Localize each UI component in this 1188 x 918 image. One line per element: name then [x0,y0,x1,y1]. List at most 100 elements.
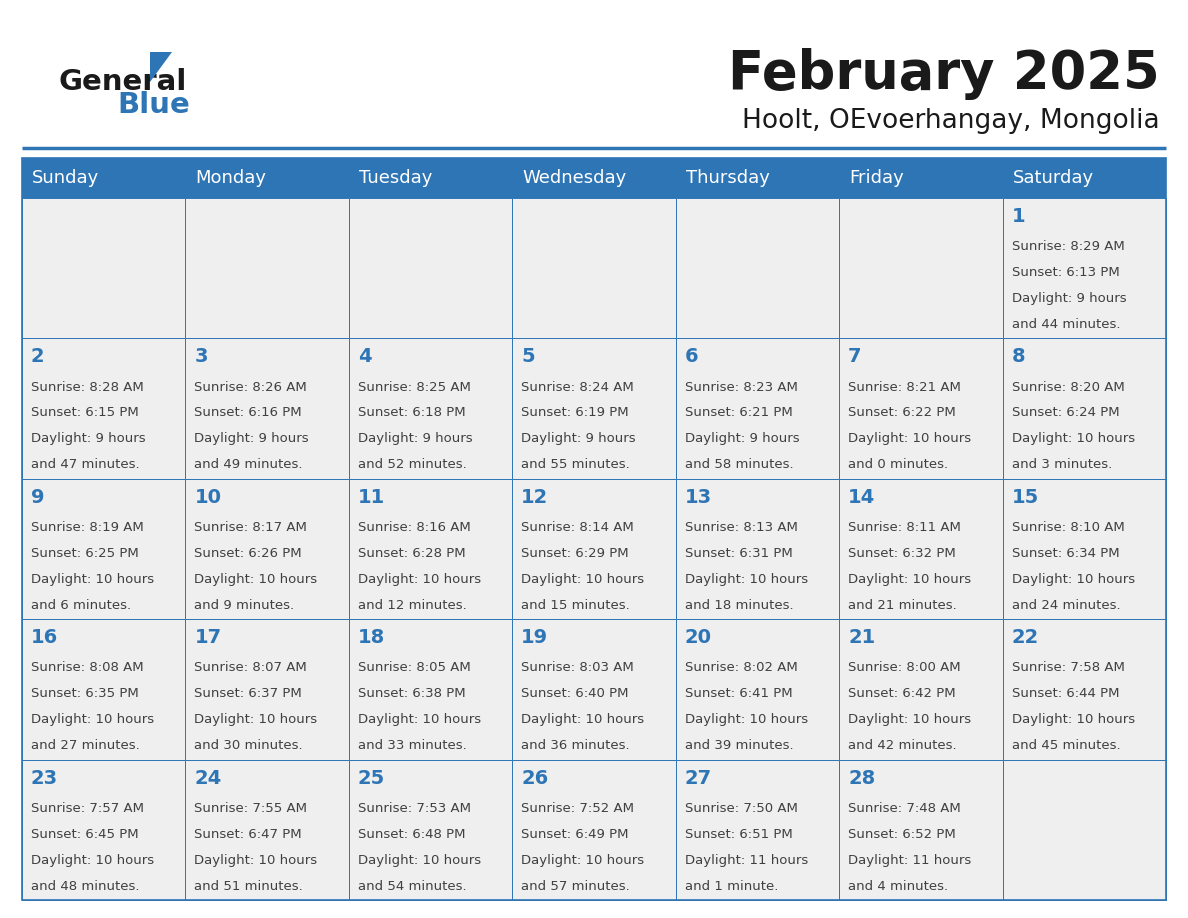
Text: Sunrise: 8:05 AM: Sunrise: 8:05 AM [358,661,470,675]
Text: 5: 5 [522,347,535,366]
Text: and 36 minutes.: and 36 minutes. [522,739,630,752]
Text: 25: 25 [358,768,385,788]
Text: and 27 minutes.: and 27 minutes. [31,739,140,752]
Text: Sunset: 6:34 PM: Sunset: 6:34 PM [1011,547,1119,560]
Text: Wednesday: Wednesday [523,169,626,187]
Text: 19: 19 [522,628,549,647]
Text: Daylight: 10 hours: Daylight: 10 hours [522,713,644,726]
Text: and 47 minutes.: and 47 minutes. [31,458,140,472]
Text: 24: 24 [195,768,222,788]
Text: Sunrise: 8:20 AM: Sunrise: 8:20 AM [1011,381,1124,394]
Text: Sunset: 6:22 PM: Sunset: 6:22 PM [848,407,956,420]
Bar [23,158,1165,900]
Text: General: General [58,68,187,96]
Text: and 9 minutes.: and 9 minutes. [195,599,295,611]
Text: Sunrise: 8:21 AM: Sunrise: 8:21 AM [848,381,961,394]
Text: Sunset: 6:45 PM: Sunset: 6:45 PM [31,828,139,841]
Text: Daylight: 10 hours: Daylight: 10 hours [1011,573,1135,586]
Bar [1003,339,1165,479]
Text: and 45 minutes.: and 45 minutes. [1011,739,1120,752]
Text: Sunrise: 8:23 AM: Sunrise: 8:23 AM [684,381,797,394]
Text: 2: 2 [31,347,45,366]
Bar [839,759,1003,900]
Text: February 2025: February 2025 [728,48,1159,100]
Text: Daylight: 9 hours: Daylight: 9 hours [358,432,473,445]
Text: and 39 minutes.: and 39 minutes. [684,739,794,752]
Text: 22: 22 [1011,628,1038,647]
Bar [23,759,185,900]
Bar [185,479,349,620]
Text: Daylight: 10 hours: Daylight: 10 hours [31,713,154,726]
Text: Hoolt, OEvoerhangay, Mongolia: Hoolt, OEvoerhangay, Mongolia [742,108,1159,134]
Text: Daylight: 11 hours: Daylight: 11 hours [684,854,808,867]
Text: Sunset: 6:25 PM: Sunset: 6:25 PM [31,547,139,560]
Text: Sunset: 6:40 PM: Sunset: 6:40 PM [522,688,628,700]
Text: and 1 minute.: and 1 minute. [684,879,778,892]
Bar [185,620,349,759]
Text: Daylight: 9 hours: Daylight: 9 hours [31,432,146,445]
Text: 10: 10 [195,487,221,507]
Text: Sunset: 6:49 PM: Sunset: 6:49 PM [522,828,628,841]
Text: 8: 8 [1011,347,1025,366]
Text: 7: 7 [848,347,861,366]
Text: 15: 15 [1011,487,1038,507]
Text: 18: 18 [358,628,385,647]
Text: Daylight: 10 hours: Daylight: 10 hours [848,573,972,586]
Text: 14: 14 [848,487,876,507]
Text: Sunset: 6:51 PM: Sunset: 6:51 PM [684,828,792,841]
Text: Sunset: 6:13 PM: Sunset: 6:13 PM [1011,266,1119,279]
Bar [23,198,185,339]
Text: Sunset: 6:28 PM: Sunset: 6:28 PM [358,547,466,560]
Text: and 42 minutes.: and 42 minutes. [848,739,956,752]
Text: Sunset: 6:31 PM: Sunset: 6:31 PM [684,547,792,560]
Bar [349,479,512,620]
Text: Sunrise: 7:52 AM: Sunrise: 7:52 AM [522,801,634,814]
Bar [676,339,839,479]
Bar [349,198,512,339]
Text: Sunset: 6:42 PM: Sunset: 6:42 PM [848,688,956,700]
Text: 1: 1 [1011,207,1025,226]
Text: Sunset: 6:47 PM: Sunset: 6:47 PM [195,828,302,841]
Bar [23,158,1165,198]
Text: 4: 4 [358,347,372,366]
Text: 3: 3 [195,347,208,366]
Text: Sunset: 6:52 PM: Sunset: 6:52 PM [848,828,956,841]
Polygon shape [150,52,172,82]
Bar [185,339,349,479]
Text: and 54 minutes.: and 54 minutes. [358,879,467,892]
Text: Daylight: 10 hours: Daylight: 10 hours [1011,713,1135,726]
Text: Tuesday: Tuesday [359,169,432,187]
Text: Daylight: 10 hours: Daylight: 10 hours [195,713,317,726]
Text: Sunrise: 8:16 AM: Sunrise: 8:16 AM [358,521,470,534]
Bar [839,620,1003,759]
Bar [349,759,512,900]
Text: Daylight: 10 hours: Daylight: 10 hours [358,713,481,726]
Text: Sunrise: 8:19 AM: Sunrise: 8:19 AM [31,521,144,534]
Text: Sunrise: 7:57 AM: Sunrise: 7:57 AM [31,801,144,814]
Text: and 0 minutes.: and 0 minutes. [848,458,948,472]
Bar [512,198,676,339]
Bar [512,620,676,759]
Text: and 52 minutes.: and 52 minutes. [358,458,467,472]
Text: Sunrise: 8:29 AM: Sunrise: 8:29 AM [1011,241,1124,253]
Text: 6: 6 [684,347,699,366]
Text: Sunset: 6:32 PM: Sunset: 6:32 PM [848,547,956,560]
Text: 16: 16 [31,628,58,647]
Text: Daylight: 10 hours: Daylight: 10 hours [684,573,808,586]
Text: Sunrise: 7:53 AM: Sunrise: 7:53 AM [358,801,470,814]
Text: 23: 23 [31,768,58,788]
Text: Sunset: 6:21 PM: Sunset: 6:21 PM [684,407,792,420]
Text: and 55 minutes.: and 55 minutes. [522,458,630,472]
Bar [676,198,839,339]
Bar [349,620,512,759]
Bar [1003,759,1165,900]
Text: 21: 21 [848,628,876,647]
Text: 11: 11 [358,487,385,507]
Text: Daylight: 10 hours: Daylight: 10 hours [1011,432,1135,445]
Text: 27: 27 [684,768,712,788]
Bar [23,479,185,620]
Text: and 51 minutes.: and 51 minutes. [195,879,303,892]
Text: Sunset: 6:18 PM: Sunset: 6:18 PM [358,407,466,420]
Bar [185,198,349,339]
Text: Daylight: 10 hours: Daylight: 10 hours [848,713,972,726]
